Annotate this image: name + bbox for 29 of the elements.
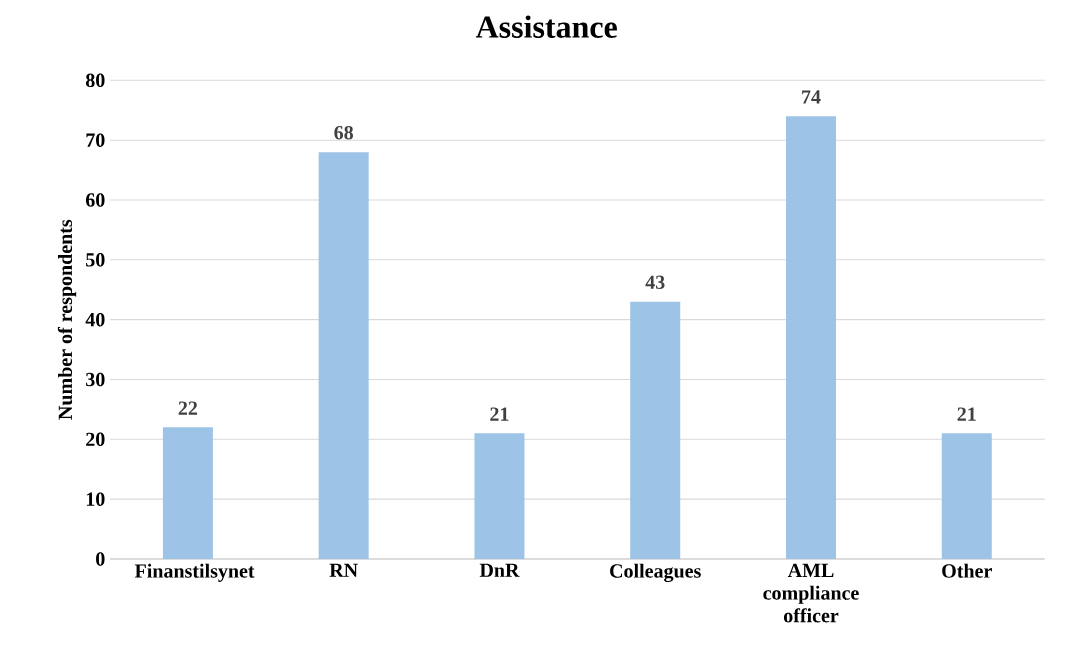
- x-tick-label: Other: [942, 563, 992, 578]
- y-tick-label: 80: [85, 73, 105, 88]
- y-tick-label: 40: [85, 312, 105, 327]
- chart-title: Assistance: [475, 15, 617, 38]
- bar: [474, 433, 525, 559]
- y-tick-label: 10: [86, 492, 105, 506]
- bar: [318, 152, 369, 559]
- y-tick-label: 0: [96, 552, 105, 566]
- bar: [941, 433, 992, 559]
- bar: [786, 116, 836, 559]
- data-label: 22: [178, 401, 198, 415]
- data-label: 21: [490, 407, 509, 421]
- y-tick-label: 30: [86, 372, 105, 387]
- data-label: 68: [334, 125, 353, 140]
- data-label: 21: [957, 407, 976, 421]
- x-tick-label: AML compliance officer: [763, 563, 859, 623]
- bar: [630, 301, 681, 559]
- x-tick-label: Colleagues: [610, 563, 701, 582]
- y-tick-label: 60: [85, 193, 105, 207]
- y-tick-label: 70: [86, 133, 105, 147]
- bar: [162, 427, 213, 559]
- y-tick-label: 20: [86, 432, 105, 447]
- y-axis-title: Number of respondents: [57, 219, 77, 420]
- data-label: 74: [802, 90, 821, 104]
- x-tick-label: DnR: [479, 563, 520, 577]
- data-label: 43: [645, 275, 665, 289]
- y-tick-label: 50: [86, 253, 105, 267]
- x-tick-label: Finanstilsynet: [134, 563, 255, 582]
- x-tick-label: RN: [329, 563, 358, 577]
